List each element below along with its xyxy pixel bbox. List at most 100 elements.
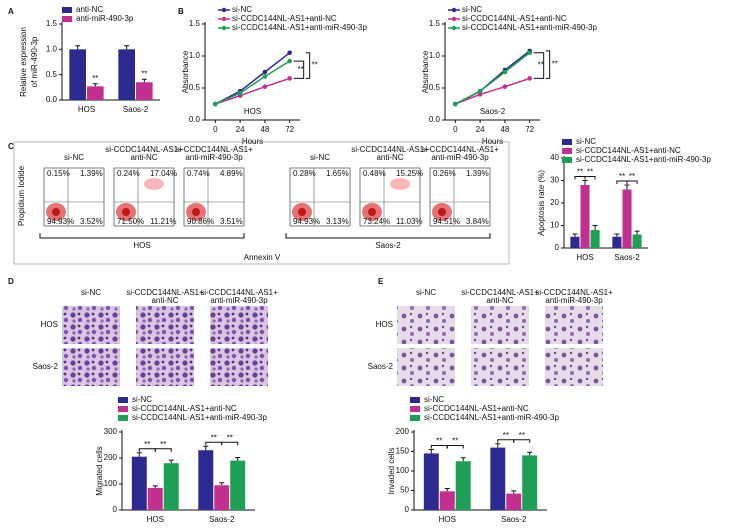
point bbox=[477, 88, 483, 94]
significance: ** bbox=[587, 168, 593, 177]
error-bar bbox=[614, 233, 620, 237]
quadrant-percent: 11.21% bbox=[150, 217, 177, 226]
significance-bracket bbox=[446, 445, 464, 449]
significance: ** bbox=[538, 61, 544, 70]
bar bbox=[118, 49, 135, 100]
micrograph bbox=[545, 348, 603, 386]
significance: ** bbox=[577, 168, 583, 177]
quadrant-percent: 1.39% bbox=[466, 169, 489, 178]
line bbox=[215, 77, 290, 105]
significance-bracket bbox=[497, 439, 515, 443]
legend-label: si-CCDC144NL-AS1+anti-miR-490-3p bbox=[462, 23, 597, 32]
y-tick-label: 0.0 bbox=[189, 115, 201, 124]
micrograph bbox=[471, 348, 529, 386]
y-tick-label: 100 bbox=[396, 466, 410, 475]
group-bracket bbox=[39, 233, 245, 239]
legend-swatch bbox=[451, 16, 457, 22]
y-tick-label: 1.0 bbox=[46, 44, 58, 53]
legend-swatch bbox=[562, 148, 572, 154]
bar bbox=[580, 185, 590, 248]
legend-swatch bbox=[410, 415, 420, 421]
bar bbox=[163, 463, 179, 510]
error-bar bbox=[444, 488, 450, 492]
quadrant-percent: 0.74% bbox=[187, 169, 210, 178]
quadrant-percent: 3.84% bbox=[466, 217, 489, 226]
legend-label: si-NC bbox=[424, 395, 444, 404]
plot-title: si-CCDC144NL-AS1+ bbox=[351, 145, 429, 154]
y-tick-label: 150 bbox=[396, 447, 410, 456]
bar bbox=[612, 236, 622, 248]
x-tick-label: 24 bbox=[476, 125, 485, 134]
column-title: si-CCDC144NL-AS1+ bbox=[461, 288, 539, 297]
y-tick-label: 50 bbox=[400, 486, 409, 495]
legend-label: si-CCDC144NL-AS1+anti-miR-490-3p bbox=[132, 413, 267, 422]
quadrant-percent: 90.86% bbox=[187, 217, 214, 226]
error-bar bbox=[527, 451, 533, 456]
significance: ** bbox=[298, 65, 304, 74]
y-tick-label: 0.5 bbox=[46, 70, 58, 79]
x-tick-label: HOS bbox=[147, 515, 164, 524]
column-title: anti-miR-490-3p bbox=[210, 296, 268, 305]
significance-bracket bbox=[293, 60, 305, 79]
significance-bracket bbox=[221, 441, 239, 446]
error-bar bbox=[592, 225, 598, 230]
group-bracket bbox=[285, 233, 491, 239]
column-title: anti-miR-490-3p bbox=[545, 296, 603, 305]
bar bbox=[136, 82, 153, 100]
y-tick-label: 1.5 bbox=[46, 19, 58, 28]
cell-cluster bbox=[368, 208, 376, 216]
quadrant-percent: 3.52% bbox=[80, 217, 103, 226]
bar bbox=[439, 491, 455, 510]
legend-swatch bbox=[62, 16, 72, 22]
x-axis-label: Hours bbox=[482, 137, 503, 146]
y-tick-label: 1.5 bbox=[189, 19, 201, 28]
error-bar bbox=[92, 83, 98, 87]
x-tick-label: Saos-2 bbox=[614, 253, 640, 262]
legend-swatch bbox=[410, 406, 420, 412]
x-tick-label: 24 bbox=[236, 125, 245, 134]
y-axis-label: Relative expression bbox=[19, 27, 28, 97]
quadrant-percent: 3.51% bbox=[220, 217, 243, 226]
significance: ** bbox=[629, 172, 635, 181]
error-bar bbox=[428, 449, 434, 454]
point bbox=[527, 76, 532, 81]
cell-cluster bbox=[144, 178, 164, 190]
quadrant-percent: 0.48% bbox=[363, 169, 386, 178]
group-label: Saos-2 bbox=[375, 241, 401, 250]
point bbox=[262, 69, 268, 75]
legend-label: si-NC bbox=[232, 5, 252, 14]
legend-swatch bbox=[118, 415, 128, 421]
plot-title: anti-NC bbox=[130, 153, 157, 162]
point bbox=[502, 84, 508, 90]
flow-frame bbox=[13, 141, 510, 265]
cell-cluster bbox=[192, 208, 200, 216]
significance-bracket bbox=[305, 52, 311, 79]
point bbox=[527, 50, 532, 56]
bar bbox=[490, 447, 506, 510]
point bbox=[213, 101, 218, 107]
quadrant-percent: 94.93% bbox=[47, 217, 74, 226]
quadrant-lines bbox=[430, 168, 490, 226]
point bbox=[262, 84, 268, 90]
significance-bracket bbox=[626, 180, 638, 184]
column-title: si-NC bbox=[81, 288, 101, 297]
quadrant-percent: 0.28% bbox=[293, 169, 316, 178]
quadrant-percent: 94.51% bbox=[433, 217, 460, 226]
bar bbox=[87, 86, 104, 100]
quadrant-percent: 4.89% bbox=[220, 169, 243, 178]
legend-label: si-CCDC144NL-AS1+anti-NC bbox=[232, 14, 337, 23]
x-tick-label: 0 bbox=[213, 125, 218, 134]
legend-label: si-NC bbox=[576, 137, 596, 146]
legend-swatch bbox=[221, 7, 227, 13]
y-tick-label: 100 bbox=[104, 479, 118, 488]
x-axis-label: Hours bbox=[242, 137, 263, 146]
y-tick-label: 1.0 bbox=[429, 51, 441, 60]
error-bar bbox=[460, 457, 466, 462]
y-tick-label: 0 bbox=[113, 505, 118, 514]
legend-label: si-CCDC144NL-AS1+anti-miR-490-3p bbox=[232, 23, 367, 32]
significance: ** bbox=[552, 60, 558, 69]
point bbox=[453, 101, 458, 107]
error-bar bbox=[141, 78, 147, 83]
legend-label: anti-miR-490-3p bbox=[76, 14, 134, 23]
legend-label: anti-NC bbox=[76, 5, 103, 14]
